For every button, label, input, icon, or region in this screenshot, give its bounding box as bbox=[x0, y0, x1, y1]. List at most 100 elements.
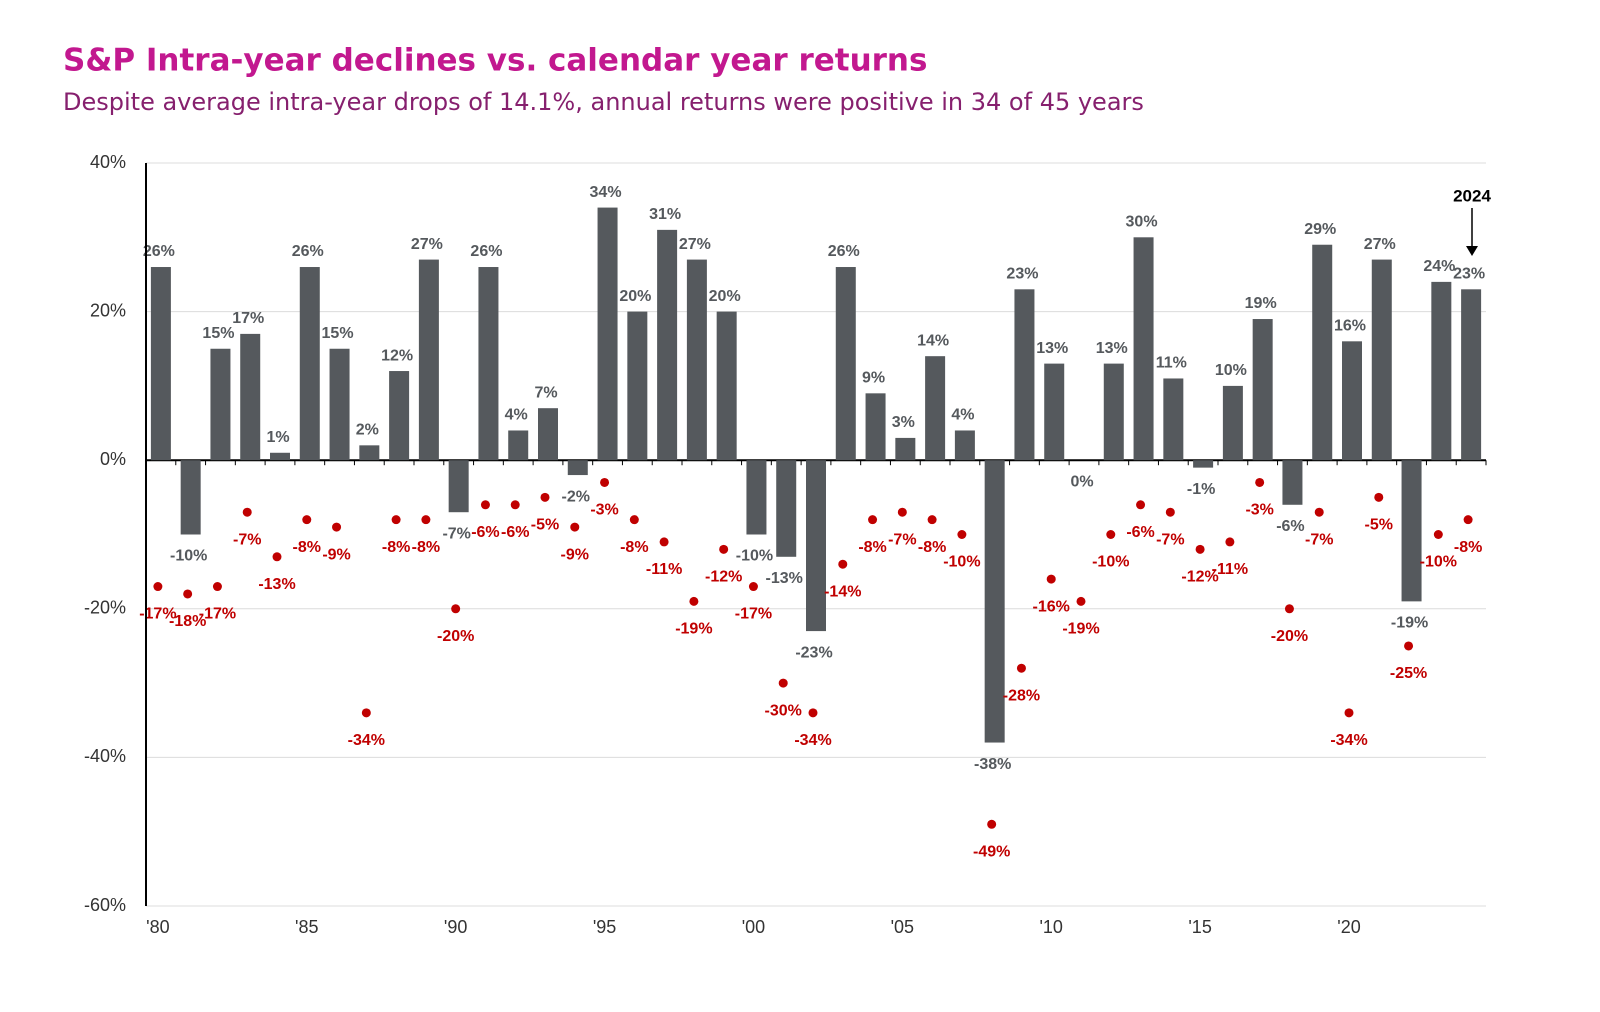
bar-label: -10% bbox=[170, 548, 207, 565]
bar bbox=[806, 460, 826, 632]
decline-dot bbox=[421, 515, 431, 525]
bar-label: 34% bbox=[590, 184, 622, 201]
bar bbox=[1252, 319, 1273, 461]
bar bbox=[746, 460, 767, 535]
bar-label: 17% bbox=[232, 310, 264, 327]
decline-dot bbox=[1106, 530, 1116, 539]
bar bbox=[1222, 385, 1243, 461]
decline-label: -30% bbox=[765, 702, 802, 719]
bar bbox=[1312, 244, 1333, 461]
x-tick-label: '95 bbox=[593, 917, 616, 937]
decline-dot bbox=[868, 515, 878, 525]
bar bbox=[1342, 341, 1362, 461]
bar bbox=[329, 348, 350, 461]
decline-label: -8% bbox=[293, 539, 321, 556]
bar-label: 13% bbox=[1036, 340, 1068, 357]
bar bbox=[1014, 289, 1035, 461]
bar bbox=[1371, 259, 1392, 461]
bar bbox=[716, 311, 737, 461]
decline-dot bbox=[927, 515, 937, 525]
bar-label: 26% bbox=[292, 243, 324, 260]
bar bbox=[448, 460, 469, 513]
bar-label: 16% bbox=[1334, 318, 1366, 335]
decline-dot bbox=[897, 507, 907, 517]
bar-label: -6% bbox=[1276, 518, 1304, 535]
decline-label: -6% bbox=[1126, 524, 1154, 541]
bar bbox=[180, 460, 201, 535]
bar-label: 23% bbox=[1006, 266, 1038, 283]
x-tick-label: '05 bbox=[891, 917, 914, 937]
y-tick-label: -60% bbox=[84, 895, 126, 915]
bar bbox=[925, 356, 946, 461]
bar bbox=[478, 267, 499, 461]
chart-title: S&P Intra-year declines vs. calendar yea… bbox=[63, 43, 927, 79]
bar bbox=[1193, 460, 1214, 468]
decline-dot bbox=[1404, 641, 1414, 651]
bar-label: -23% bbox=[795, 644, 832, 661]
bar bbox=[984, 460, 1005, 743]
decline-label: -7% bbox=[1305, 531, 1333, 548]
decline-dot bbox=[1255, 477, 1265, 487]
chart-subtitle: Despite average intra-year drops of 14.1… bbox=[63, 88, 1144, 116]
bar bbox=[418, 259, 439, 461]
decline-label: -17% bbox=[139, 606, 176, 623]
decline-dot bbox=[510, 500, 520, 510]
bar bbox=[1163, 378, 1184, 461]
decline-label: -14% bbox=[824, 583, 861, 600]
bar bbox=[389, 371, 410, 461]
decline-label: -34% bbox=[794, 732, 831, 749]
decline-label: -19% bbox=[675, 621, 712, 638]
decline-dot bbox=[540, 492, 550, 502]
bar bbox=[508, 430, 529, 461]
bar-label: -38% bbox=[974, 756, 1011, 773]
bar bbox=[776, 460, 797, 557]
decline-dot bbox=[1225, 537, 1235, 547]
decline-label: -9% bbox=[561, 546, 589, 563]
bar bbox=[657, 229, 678, 461]
bar-label: 26% bbox=[470, 243, 502, 260]
decline-dot bbox=[570, 522, 580, 532]
marks: 26%-10%15%17%1%26%15%2%12%27%-7%26%4%7%-… bbox=[139, 184, 1485, 861]
bar-label: 13% bbox=[1096, 340, 1128, 357]
bar-label: 14% bbox=[917, 332, 949, 349]
y-tick-label: 40% bbox=[90, 152, 126, 172]
decline-label: -8% bbox=[918, 539, 946, 556]
bar bbox=[835, 267, 856, 461]
decline-dot bbox=[212, 582, 222, 592]
decline-dot bbox=[1284, 604, 1294, 614]
bar-label: -10% bbox=[736, 548, 773, 565]
bar-label: 20% bbox=[619, 288, 651, 305]
decline-label: -10% bbox=[1092, 554, 1129, 571]
decline-label: -20% bbox=[437, 628, 474, 645]
decline-dot bbox=[629, 515, 639, 525]
decline-dot bbox=[1314, 507, 1324, 517]
bar bbox=[895, 437, 916, 461]
decline-label: -8% bbox=[382, 539, 410, 556]
bar bbox=[597, 207, 618, 461]
bar bbox=[1133, 237, 1154, 461]
bar-label: 29% bbox=[1304, 221, 1336, 238]
bar-label: -2% bbox=[562, 488, 590, 505]
bar bbox=[567, 460, 588, 476]
bar bbox=[299, 267, 320, 461]
bar bbox=[1401, 460, 1422, 602]
bar bbox=[1044, 363, 1065, 461]
decline-label: -3% bbox=[1245, 502, 1273, 519]
decline-dot bbox=[1016, 663, 1026, 673]
decline-label: -16% bbox=[1033, 598, 1070, 615]
decline-label: -49% bbox=[973, 843, 1010, 860]
bar-label: 2% bbox=[356, 422, 379, 439]
decline-label: -17% bbox=[735, 606, 772, 623]
bar bbox=[1431, 281, 1452, 461]
bar-label: 27% bbox=[411, 236, 443, 253]
decline-dot bbox=[480, 500, 490, 510]
decline-label: -8% bbox=[412, 539, 440, 556]
decline-dot bbox=[1195, 544, 1205, 554]
decline-dot bbox=[332, 522, 342, 532]
decline-dot bbox=[153, 582, 163, 592]
x-tick-label: '85 bbox=[295, 917, 318, 937]
decline-label: -34% bbox=[1330, 732, 1367, 749]
decline-label: -5% bbox=[1365, 517, 1393, 534]
x-tick-label: '00 bbox=[742, 917, 765, 937]
decline-label: -19% bbox=[1062, 621, 1099, 638]
